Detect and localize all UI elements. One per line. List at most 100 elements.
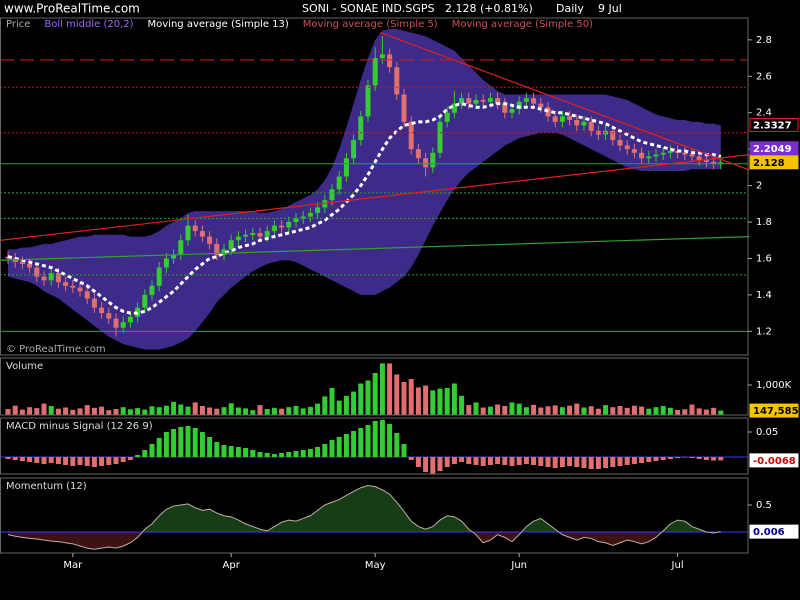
momentum-line (7, 485, 721, 550)
x-tick-label: Jun (510, 560, 527, 571)
volume-bar (351, 391, 357, 415)
macd-bar (509, 457, 515, 466)
volume-bar (624, 407, 630, 415)
macd-bar (567, 457, 573, 466)
macd-bar (408, 457, 414, 460)
macd-bar (379, 420, 385, 457)
candle-body (228, 240, 234, 250)
candle-body (113, 318, 119, 328)
candle-body (127, 316, 133, 323)
volume-bar (243, 408, 249, 415)
macd-bar (696, 457, 702, 459)
candle-body (660, 152, 666, 155)
volume-bar (667, 407, 673, 415)
volume-bar (523, 407, 529, 415)
macd-bar (264, 453, 270, 457)
trendline (0, 235, 750, 261)
candle-body (106, 313, 112, 319)
candle-body (401, 94, 407, 122)
macd-bar (336, 437, 342, 457)
volume-bar (271, 407, 277, 415)
candle-body (307, 212, 313, 217)
candle-body (423, 158, 429, 168)
volume-bar (207, 407, 213, 415)
macd-bar (185, 426, 191, 457)
volume-bar (516, 403, 522, 415)
volume-bar (329, 388, 335, 415)
panel-frame (0, 357, 749, 416)
macd-bar (538, 457, 544, 466)
macd-bar (19, 457, 25, 461)
macd-bar (588, 457, 594, 469)
volume-bar (70, 409, 76, 415)
macd-bar (689, 457, 695, 458)
volume-bar (142, 409, 148, 415)
last-value-label: 147,585 (753, 406, 799, 417)
candle-body (27, 263, 33, 268)
volume-bar (379, 363, 385, 415)
volume-bar (617, 406, 623, 415)
volume-bar (286, 407, 292, 415)
macd-bar (523, 457, 529, 464)
volume-bar (495, 404, 501, 415)
panel-title: Volume (6, 361, 43, 372)
macd-bar (516, 457, 522, 465)
volume-bar (415, 387, 421, 415)
candle-body (595, 130, 601, 135)
candle-body (178, 240, 184, 255)
candle-body (271, 225, 277, 232)
last-value-box (749, 155, 799, 170)
macd-bar (142, 450, 148, 457)
macd-bar (631, 457, 637, 464)
macd-bar (48, 457, 54, 463)
macd-bar (365, 425, 371, 457)
legend-entry: Boll middle (20,2) (44, 19, 133, 30)
volume-bar (610, 407, 616, 415)
candle-body (84, 291, 90, 299)
volume-bar (199, 406, 205, 415)
volume-bar (473, 402, 479, 415)
legend-entry: Moving average (Simple 13) (148, 19, 289, 30)
y-tick-label: 2 (756, 181, 762, 192)
macd-bar (639, 457, 645, 463)
candle-body (581, 121, 587, 126)
volume-bar (365, 380, 371, 415)
volume-bar (343, 395, 349, 415)
macd-bar (279, 453, 285, 457)
y-tick-label: 1.8 (756, 217, 772, 228)
panel-frame (0, 417, 749, 475)
candle-body (682, 152, 688, 155)
macd-bar (307, 449, 313, 457)
volume-bar (41, 403, 47, 415)
volume-bar (322, 396, 328, 415)
macd-bar (192, 428, 198, 457)
macd-bar (531, 457, 537, 465)
macd-bar (559, 457, 565, 467)
macd-bar (34, 457, 40, 463)
candle-body (653, 154, 659, 157)
volume-bar (675, 409, 681, 415)
volume-bar (653, 407, 659, 415)
candle-body (41, 276, 47, 281)
volume-bar (682, 409, 688, 415)
candle-body (689, 154, 695, 157)
candle-body (300, 216, 306, 219)
volume-bar (502, 406, 508, 415)
candle-body (631, 149, 637, 153)
macd-bar (703, 457, 709, 460)
last-value-box (749, 524, 799, 539)
macd-bar (343, 434, 349, 457)
y-tick-label: 2.4 (756, 108, 772, 119)
candle-body (646, 156, 652, 159)
y-tick-label: 2.6 (756, 71, 772, 82)
last-value-box (749, 403, 799, 418)
candle-body (430, 152, 436, 168)
macd-bar (401, 444, 407, 457)
volume-bar (660, 406, 666, 415)
volume-bar (55, 408, 61, 415)
period: Daily (556, 2, 584, 15)
last-value-label: 2.3327 (753, 120, 792, 131)
volume-bar (221, 407, 227, 415)
volume-bar (27, 407, 33, 415)
